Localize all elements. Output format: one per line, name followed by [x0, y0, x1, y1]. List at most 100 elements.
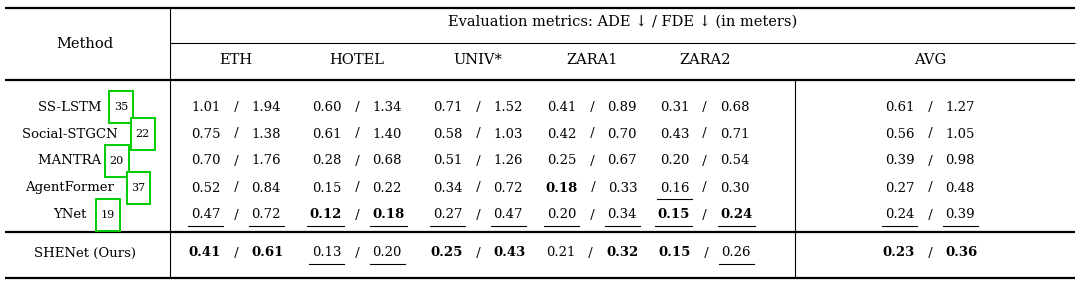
Text: 0.27: 0.27 [433, 209, 462, 221]
Text: 0.34: 0.34 [607, 209, 637, 221]
Text: /: / [699, 101, 712, 113]
Text: 1.34: 1.34 [373, 101, 402, 113]
Text: 0.26: 0.26 [721, 247, 751, 260]
Text: 0.27: 0.27 [885, 182, 915, 194]
Text: 0.15: 0.15 [312, 182, 341, 194]
Text: 0.31: 0.31 [660, 101, 689, 113]
Text: 0.18: 0.18 [373, 209, 404, 221]
Text: 0.51: 0.51 [433, 154, 462, 168]
Text: /: / [585, 209, 598, 221]
Text: 0.18: 0.18 [545, 182, 578, 194]
Text: 0.61: 0.61 [252, 247, 284, 260]
Text: 0.61: 0.61 [885, 101, 915, 113]
Text: /: / [699, 209, 712, 221]
Text: 0.84: 0.84 [252, 182, 281, 194]
Text: 0.13: 0.13 [312, 247, 341, 260]
Text: /: / [923, 101, 936, 113]
Text: 0.25: 0.25 [431, 247, 463, 260]
Text: /: / [229, 101, 243, 113]
Text: 0.15: 0.15 [659, 247, 691, 260]
Text: 0.42: 0.42 [548, 127, 577, 141]
Bar [96, 199, 120, 231]
Text: AgentFormer: AgentFormer [25, 182, 118, 194]
Text: 0.23: 0.23 [882, 247, 915, 260]
Text: 0.25: 0.25 [548, 154, 577, 168]
Text: 0.98: 0.98 [945, 154, 975, 168]
Text: 22: 22 [136, 129, 150, 139]
Text: 0.41: 0.41 [548, 101, 577, 113]
Text: AVG: AVG [914, 53, 946, 67]
Text: /: / [699, 182, 712, 194]
Text: /: / [351, 209, 364, 221]
Text: 0.71: 0.71 [433, 101, 462, 113]
Text: 0.20: 0.20 [660, 154, 689, 168]
Text: 0.39: 0.39 [885, 154, 915, 168]
Text: /: / [351, 154, 364, 168]
Text: /: / [923, 182, 936, 194]
Text: /: / [472, 101, 485, 113]
Text: /: / [923, 127, 936, 141]
Text: 0.30: 0.30 [720, 182, 750, 194]
Text: /: / [584, 247, 597, 260]
Text: 0.32: 0.32 [606, 247, 638, 260]
Text: 1.40: 1.40 [373, 127, 402, 141]
Text: ETH: ETH [219, 53, 253, 67]
Text: ZARA2: ZARA2 [679, 53, 731, 67]
Text: 0.12: 0.12 [310, 209, 342, 221]
Text: /: / [699, 154, 712, 168]
Text: ZARA1: ZARA1 [566, 53, 618, 67]
Text: 1.38: 1.38 [252, 127, 281, 141]
Text: 1.76: 1.76 [252, 154, 281, 168]
Text: 1.27: 1.27 [945, 101, 975, 113]
Text: UNIV*: UNIV* [454, 53, 502, 67]
Text: MANTRA: MANTRA [38, 154, 105, 168]
Text: 0.47: 0.47 [191, 209, 220, 221]
Text: 1.94: 1.94 [252, 101, 281, 113]
Text: /: / [923, 154, 936, 168]
Text: 0.20: 0.20 [373, 247, 402, 260]
Text: 0.41: 0.41 [189, 247, 221, 260]
Text: /: / [229, 182, 243, 194]
Text: /: / [472, 154, 485, 168]
Text: 0.56: 0.56 [885, 127, 915, 141]
Text: 0.21: 0.21 [546, 247, 576, 260]
Text: 0.24: 0.24 [720, 209, 753, 221]
Text: 0.47: 0.47 [494, 209, 523, 221]
Text: 1.01: 1.01 [191, 101, 220, 113]
Text: Social-STGCN: Social-STGCN [22, 127, 121, 141]
Text: 0.72: 0.72 [252, 209, 281, 221]
Text: SS-LSTM: SS-LSTM [38, 101, 106, 113]
Text: /: / [351, 247, 364, 260]
Text: /: / [472, 209, 485, 221]
Text: 0.24: 0.24 [886, 209, 915, 221]
Text: 0.61: 0.61 [312, 127, 341, 141]
Text: /: / [472, 182, 485, 194]
Text: /: / [472, 247, 485, 260]
Text: /: / [700, 247, 713, 260]
Text: 1.52: 1.52 [494, 101, 523, 113]
Text: 0.16: 0.16 [660, 182, 689, 194]
Text: 0.39: 0.39 [945, 209, 975, 221]
Bar [131, 118, 154, 150]
Text: /: / [586, 182, 599, 194]
Text: HOTEL: HOTEL [329, 53, 384, 67]
Text: 0.36: 0.36 [945, 247, 977, 260]
Text: /: / [229, 127, 243, 141]
Text: 0.52: 0.52 [191, 182, 220, 194]
Text: /: / [229, 209, 243, 221]
Text: 20: 20 [110, 156, 124, 166]
Text: /: / [585, 154, 598, 168]
Text: /: / [585, 101, 598, 113]
Text: 0.89: 0.89 [607, 101, 637, 113]
Text: 0.43: 0.43 [660, 127, 689, 141]
Text: YNet: YNet [53, 209, 91, 221]
Text: /: / [472, 127, 485, 141]
Text: /: / [699, 127, 712, 141]
Text: 1.03: 1.03 [494, 127, 523, 141]
Text: 0.34: 0.34 [433, 182, 462, 194]
Bar [105, 145, 129, 177]
Text: 0.48: 0.48 [946, 182, 975, 194]
Text: 0.15: 0.15 [658, 209, 690, 221]
Text: /: / [351, 101, 364, 113]
Text: Evaluation metrics: ADE ↓ / FDE ↓ (in meters): Evaluation metrics: ADE ↓ / FDE ↓ (in me… [448, 15, 797, 29]
